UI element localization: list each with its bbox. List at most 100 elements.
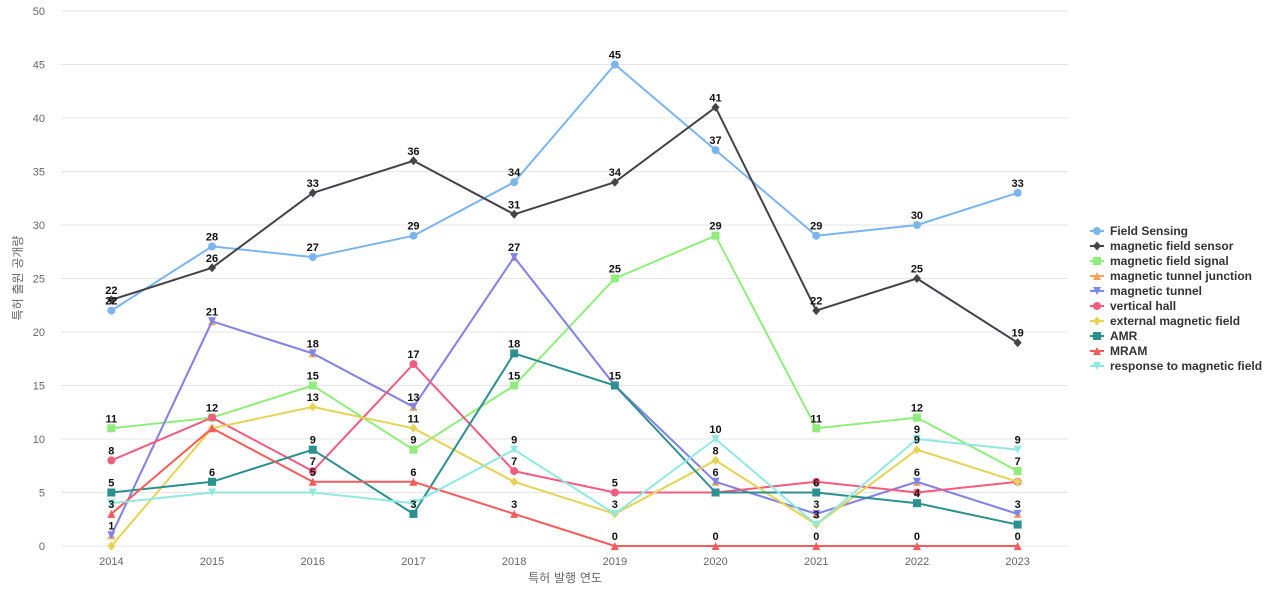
data-label: 3 [813, 510, 819, 522]
legend-label: magnetic field sensor [1110, 239, 1234, 253]
legend-item[interactable]: external magnetic field [1090, 314, 1240, 328]
data-label: 9 [914, 435, 920, 447]
data-label: 0 [712, 531, 718, 543]
data-label: 6 [410, 467, 416, 479]
data-point [208, 488, 217, 497]
series-6 [107, 402, 1022, 551]
data-point [711, 488, 720, 497]
x-tick-label: 2023 [1005, 556, 1029, 568]
data-point [610, 60, 619, 69]
series-4 [107, 253, 1022, 540]
legend-item[interactable]: magnetic field sensor [1090, 239, 1234, 253]
legend-item[interactable]: response to magnetic field [1090, 359, 1262, 373]
data-point [409, 477, 418, 486]
data-label: 9 [1015, 435, 1021, 447]
x-tick-label: 2018 [502, 556, 526, 568]
data-label: 11 [810, 413, 822, 425]
legend-item[interactable]: AMR [1090, 329, 1138, 343]
data-point [812, 542, 821, 550]
data-point [308, 349, 317, 358]
data-label: 25 [609, 264, 621, 276]
data-point [912, 413, 921, 422]
legend-label: MRAM [1110, 344, 1147, 358]
data-point [308, 445, 317, 454]
legend-item[interactable]: magnetic tunnel [1090, 284, 1202, 298]
series-line [110, 63, 1018, 312]
x-tick-label: 2017 [401, 556, 425, 568]
data-label: 5 [310, 467, 316, 479]
data-label: 29 [407, 221, 419, 233]
data-point [107, 306, 116, 315]
data-label: 34 [508, 167, 521, 179]
data-label: 7 [511, 456, 517, 468]
data-point [1013, 542, 1022, 550]
data-label: 41 [709, 92, 721, 104]
data-point [610, 542, 619, 550]
data-point [812, 520, 821, 529]
data-point [308, 467, 317, 476]
data-point [208, 413, 217, 422]
data-point [912, 477, 921, 486]
y-axis: 0 5 10 15 20 25 30 35 40 45 50 [33, 6, 45, 553]
data-point [308, 188, 317, 198]
series-line [111, 352, 1018, 526]
data-point [107, 424, 116, 433]
legend-symbol [1093, 362, 1101, 370]
data-point [711, 146, 720, 155]
series-lines [107, 60, 1022, 551]
data-point [510, 349, 519, 358]
legend-label: response to magnetic field [1110, 359, 1262, 373]
series-9 [107, 435, 1022, 529]
x-tick-label: 2021 [804, 556, 828, 568]
data-label: 0 [914, 531, 920, 543]
data-label: 15 [508, 371, 520, 383]
data-label: 18 [307, 338, 319, 350]
series-line [111, 438, 1018, 526]
legend-symbol [1093, 241, 1101, 251]
data-label: 6 [914, 467, 920, 479]
data-label: 12 [206, 403, 218, 415]
series-line [111, 106, 1019, 344]
data-label: 37 [709, 135, 721, 147]
y-tick-label: 20 [33, 327, 45, 339]
data-point [610, 509, 619, 518]
data-label: 25 [911, 264, 923, 276]
x-tick-label: 2014 [99, 556, 123, 568]
series-7 [107, 349, 1022, 529]
data-point [308, 381, 317, 390]
data-point [107, 531, 116, 540]
legend-item[interactable]: MRAM [1090, 344, 1147, 358]
y-tick-label: 30 [33, 220, 45, 232]
legend-item[interactable]: Field Sensing [1090, 224, 1188, 238]
data-point [912, 274, 921, 283]
data-point [610, 274, 619, 283]
data-point [308, 253, 317, 262]
data-point [1013, 188, 1022, 197]
x-axis: 2014 2015 2016 2017 2018 2019 2020 2021 2022 2023 [99, 556, 1030, 568]
data-label: 22 [105, 296, 117, 308]
x-axis-title: 특허 발행 연도 [528, 570, 602, 585]
data-label: 26 [206, 253, 218, 265]
data-label: 36 [407, 146, 419, 158]
legend-label: magnetic field signal [1110, 254, 1229, 268]
data-point [308, 488, 317, 497]
data-point [1013, 467, 1022, 476]
legend-item[interactable]: magnetic tunnel junction [1090, 269, 1252, 283]
data-point [510, 509, 519, 518]
data-point [107, 456, 116, 465]
data-label: 3 [1015, 499, 1021, 511]
legend-symbol [1093, 257, 1101, 265]
series-line [110, 405, 1018, 547]
legend-label: external magnetic field [1110, 314, 1240, 328]
data-point [208, 263, 217, 273]
series-line [111, 234, 1019, 472]
data-label: 1 [108, 520, 114, 532]
legend-item[interactable]: vertical hall [1090, 299, 1176, 313]
data-label: 3 [511, 499, 517, 511]
legend-label: vertical hall [1110, 299, 1176, 313]
legend-symbol [1093, 272, 1101, 280]
data-label: 28 [206, 231, 218, 243]
series-3 [107, 253, 1022, 540]
legend-item[interactable]: magnetic field signal [1090, 254, 1229, 268]
